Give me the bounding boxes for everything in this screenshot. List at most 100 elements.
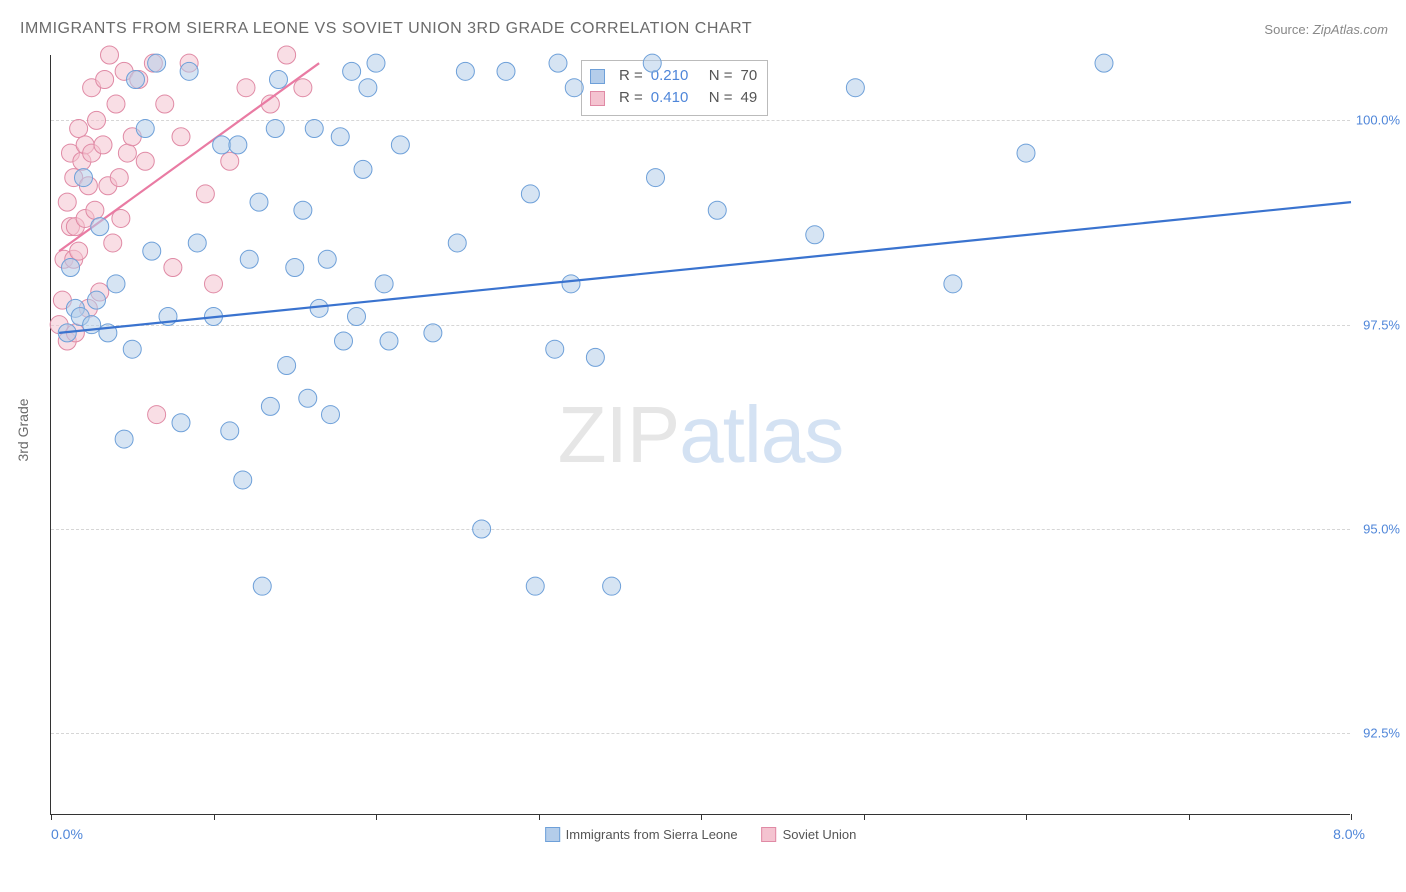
data-point: [70, 242, 88, 260]
data-point: [526, 577, 544, 595]
data-point: [354, 160, 372, 178]
data-point: [261, 397, 279, 415]
data-point: [708, 201, 726, 219]
data-point: [565, 79, 583, 97]
data-point: [549, 54, 567, 72]
swatch-soviet-union: [762, 827, 777, 842]
y-tick-label: 92.5%: [1355, 726, 1400, 741]
data-point: [424, 324, 442, 342]
data-point: [473, 520, 491, 538]
data-point: [806, 226, 824, 244]
legend-item-soviet-union: Soviet Union: [762, 827, 857, 842]
data-point: [367, 54, 385, 72]
data-point: [335, 332, 353, 350]
data-point: [221, 152, 239, 170]
data-point: [237, 79, 255, 97]
data-point: [136, 120, 154, 138]
data-point: [380, 332, 398, 350]
legend-label-sierra-leone: Immigrants from Sierra Leone: [566, 827, 738, 842]
data-point: [123, 340, 141, 358]
data-point: [205, 275, 223, 293]
x-tick: [539, 814, 540, 820]
data-point: [1017, 144, 1035, 162]
data-point: [603, 577, 621, 595]
data-point: [343, 62, 361, 80]
swatch-sierra-leone: [545, 827, 560, 842]
data-point: [286, 258, 304, 276]
data-point: [299, 389, 317, 407]
data-point: [91, 218, 109, 236]
data-point: [643, 54, 661, 72]
data-point: [188, 234, 206, 252]
data-point: [107, 275, 125, 293]
data-point: [156, 95, 174, 113]
legend-label-soviet-union: Soviet Union: [783, 827, 857, 842]
data-point: [127, 71, 145, 89]
data-point: [118, 144, 136, 162]
data-point: [229, 136, 247, 154]
data-point: [213, 136, 231, 154]
data-point: [456, 62, 474, 80]
plot-area: 92.5%95.0%97.5%100.0% ZIPatlas R = 0.210…: [50, 55, 1350, 815]
data-point: [647, 169, 665, 187]
data-point: [94, 136, 112, 154]
data-point: [497, 62, 515, 80]
x-tick: [1351, 814, 1352, 820]
data-point: [143, 242, 161, 260]
data-point: [164, 258, 182, 276]
data-point: [846, 79, 864, 97]
x-tick: [864, 814, 865, 820]
data-point: [250, 193, 268, 211]
x-axis-max: 8.0%: [1333, 826, 1365, 842]
data-point: [294, 79, 312, 97]
source-label: Source:: [1264, 22, 1309, 37]
data-point: [391, 136, 409, 154]
data-point: [172, 414, 190, 432]
data-point: [305, 120, 323, 138]
x-tick: [701, 814, 702, 820]
data-point: [110, 169, 128, 187]
data-point: [62, 258, 80, 276]
data-point: [1095, 54, 1113, 72]
data-point: [221, 422, 239, 440]
data-point: [322, 406, 340, 424]
data-point: [266, 120, 284, 138]
legend-item-sierra-leone: Immigrants from Sierra Leone: [545, 827, 738, 842]
x-tick: [376, 814, 377, 820]
data-point: [294, 201, 312, 219]
data-point: [562, 275, 580, 293]
data-point: [253, 577, 271, 595]
data-point: [70, 120, 88, 138]
data-point: [521, 185, 539, 203]
y-axis-label: 3rd Grade: [15, 398, 31, 461]
y-tick-label: 97.5%: [1355, 317, 1400, 332]
data-point: [88, 291, 106, 309]
data-point: [278, 357, 296, 375]
data-point: [318, 250, 336, 268]
chart-title: IMMIGRANTS FROM SIERRA LEONE VS SOVIET U…: [20, 20, 752, 38]
data-point: [310, 299, 328, 317]
data-point: [180, 62, 198, 80]
data-point: [240, 250, 258, 268]
data-point: [278, 46, 296, 64]
data-point: [107, 95, 125, 113]
data-point: [234, 471, 252, 489]
x-axis-min: 0.0%: [51, 826, 83, 842]
data-point: [546, 340, 564, 358]
data-point: [196, 185, 214, 203]
scatter-plot: [51, 55, 1350, 814]
data-point: [172, 128, 190, 146]
series-legend: Immigrants from Sierra Leone Soviet Unio…: [545, 827, 857, 842]
data-point: [944, 275, 962, 293]
x-tick: [1189, 814, 1190, 820]
data-point: [270, 71, 288, 89]
data-point: [58, 193, 76, 211]
source-value: ZipAtlas.com: [1313, 22, 1388, 37]
data-point: [75, 169, 93, 187]
x-tick: [1026, 814, 1027, 820]
data-point: [136, 152, 154, 170]
data-point: [86, 201, 104, 219]
data-point: [148, 54, 166, 72]
data-point: [331, 128, 349, 146]
data-point: [448, 234, 466, 252]
